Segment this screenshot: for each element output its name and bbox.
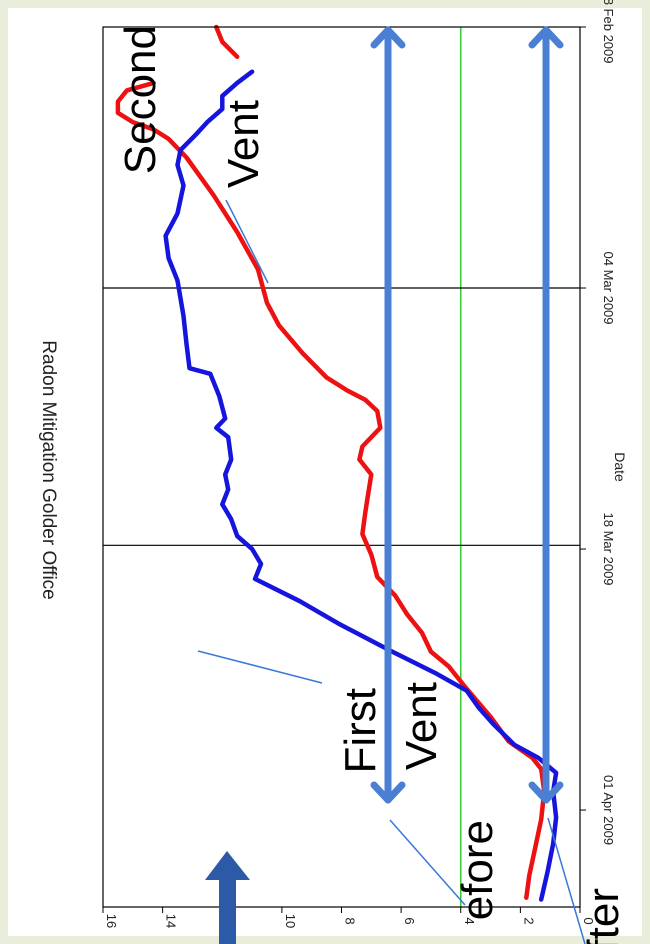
chart-title: Radon Mitigation Golder Office — [38, 340, 59, 599]
after-leader — [547, 817, 586, 944]
first-vent-label: Vent — [397, 682, 446, 770]
before-arrow-head-bottom — [370, 781, 406, 804]
y-tick-label: 8 — [343, 917, 358, 924]
plot-area — [103, 27, 580, 907]
x-tick-label: 18 Mar 2009 — [601, 513, 616, 586]
y-tick-label: 0 — [581, 917, 596, 924]
x-axis-title: Date — [612, 452, 628, 482]
before-leader — [389, 819, 466, 906]
y-tick-label: 10 — [283, 914, 298, 928]
first-vent-leader — [197, 650, 323, 684]
after-label: fter — [579, 888, 628, 944]
red-series-line-1 — [214, 24, 240, 60]
after-arrow-head-bottom — [528, 781, 564, 804]
y-tick-label: 4 — [462, 917, 477, 924]
y-tick-label: 6 — [402, 917, 417, 924]
x-tick-label: 01 Apr 2009 — [601, 775, 616, 845]
y-tick-label: 16 — [104, 914, 119, 928]
y-tick-label: 14 — [164, 914, 179, 928]
before-label: efore — [453, 820, 502, 920]
first-vent-label: First — [336, 688, 385, 774]
second-vent-label: Vent — [219, 100, 268, 188]
y-tick-label: 2 — [521, 917, 536, 924]
x-tick-label: 04 Mar 2009 — [601, 252, 616, 325]
after-arrow-head-top — [528, 26, 564, 49]
up-arrow-head — [205, 851, 250, 880]
blue-series-line-1 — [163, 69, 559, 902]
second-vent-leader — [225, 199, 269, 284]
up-arrow-shaft — [219, 870, 236, 944]
before-arrow-head-top — [370, 26, 406, 49]
second-vent-label: Second — [116, 25, 165, 174]
x-tick-label: 18 Feb 2009 — [601, 0, 616, 64]
